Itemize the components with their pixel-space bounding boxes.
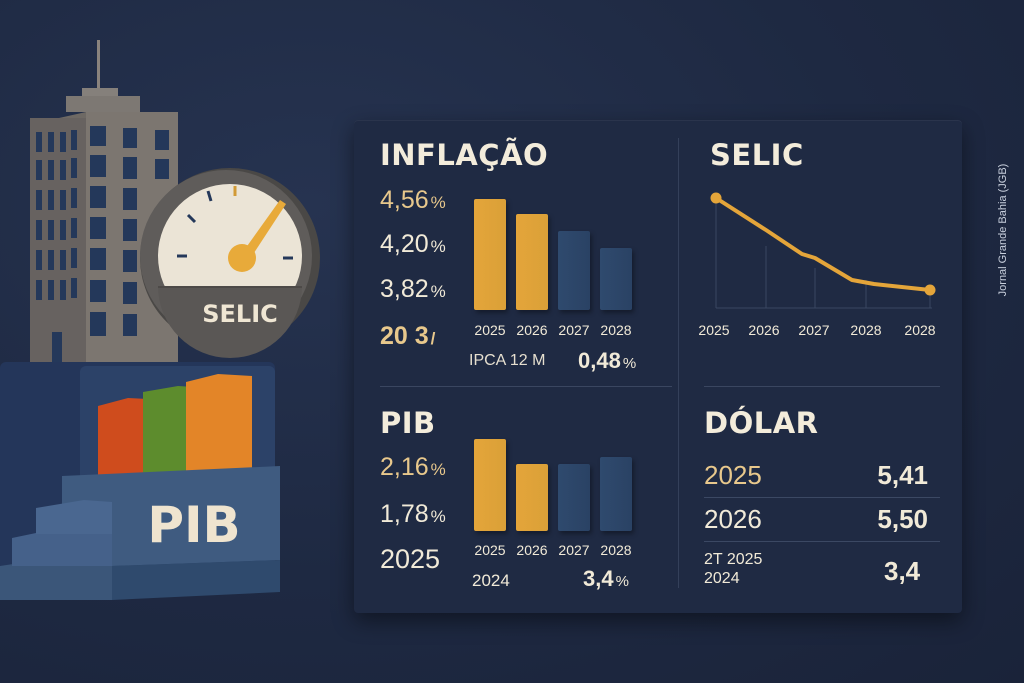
pib-pedestal-icon: PIB (0, 362, 280, 600)
selic-xlabel: 2028 (904, 322, 936, 338)
selic-xlabel: 2027 (798, 322, 830, 338)
inflation-bar-2027 (558, 231, 590, 310)
selic-xlabel: 2026 (748, 322, 780, 338)
dollar-year: 2025 (704, 460, 762, 490)
economy-illustration: SELIC PIB (0, 40, 320, 600)
pib-xlabel: 2025 (474, 542, 506, 558)
inflation-bar-2025 (474, 199, 506, 310)
pib-xlabel: 2028 (600, 542, 632, 558)
vertical-divider (678, 138, 679, 588)
ipca-label: IPCA 12 M (469, 352, 546, 369)
dollar-last-value: 3,4 (884, 556, 921, 586)
inflation-value-3: 3,82% (380, 275, 446, 303)
dollar-last-line2: 2024 (704, 570, 740, 587)
selic-xlabel: 2025 (698, 322, 730, 338)
inflation-xlabel: 2028 (600, 322, 632, 338)
pib-bar-2028 (600, 457, 632, 531)
inflation-xlabel: 2026 (516, 322, 548, 338)
inflation-bar-2028 (600, 248, 632, 310)
photo-credit: Jornal Grande Bahia (JGB) (997, 163, 1009, 297)
building-icon (30, 40, 178, 362)
dollar-value: 5,41 (877, 460, 928, 490)
gauge-label: SELIC (202, 300, 278, 328)
selic-xlabel: 2028 (850, 322, 882, 338)
inflation-xlabel: 2027 (558, 322, 590, 338)
selic-gauge-icon: SELIC (140, 168, 320, 358)
pib-value-2: 1,78% (380, 500, 446, 528)
dollar-title: DÓLAR (704, 406, 819, 440)
selic-title: SELIC (710, 138, 804, 172)
horizontal-divider-left (380, 386, 672, 387)
indicators-panel: INFLAÇÃO 4,56% 4,20% 3,82% 20 3/ 2025 20… (354, 120, 962, 613)
pib-footer-value: 3,4% (583, 566, 629, 591)
ipca-value: 0,48% (578, 348, 637, 373)
inflation-xlabel: 2025 (474, 322, 506, 338)
pib-value-3: 2025 (380, 544, 441, 574)
inflation-title: INFLAÇÃO (380, 138, 549, 172)
dollar-year: 2026 (704, 504, 762, 534)
pedestal-label: PIB (147, 496, 240, 554)
inflation-value-2: 4,20% (380, 230, 446, 258)
pib-value-1: 2,16% (380, 453, 446, 481)
selic-line-chart (710, 192, 936, 309)
pib-bar-2025 (474, 439, 506, 531)
pib-bar-2027 (558, 464, 590, 531)
pib-bar-2026 (516, 464, 548, 531)
dollar-row: 2025 5,41 (704, 456, 940, 498)
inflation-value-4: 20 3/ (380, 322, 436, 350)
inflation-value-1: 4,56% (380, 186, 446, 214)
dollar-last-line1: 2T 2025 (704, 551, 763, 568)
dollar-last-label: 2T 2025 2024 (704, 550, 762, 588)
pib-footer-label: 2024 (472, 571, 510, 590)
pib-xlabel: 2027 (558, 542, 590, 558)
dollar-row: 2026 5,50 (704, 500, 940, 542)
pib-title: PIB (380, 406, 436, 440)
pib-xlabel: 2026 (516, 542, 548, 558)
dollar-value: 5,50 (877, 504, 928, 534)
inflation-bar-2026 (516, 214, 548, 310)
horizontal-divider-right (704, 386, 940, 387)
